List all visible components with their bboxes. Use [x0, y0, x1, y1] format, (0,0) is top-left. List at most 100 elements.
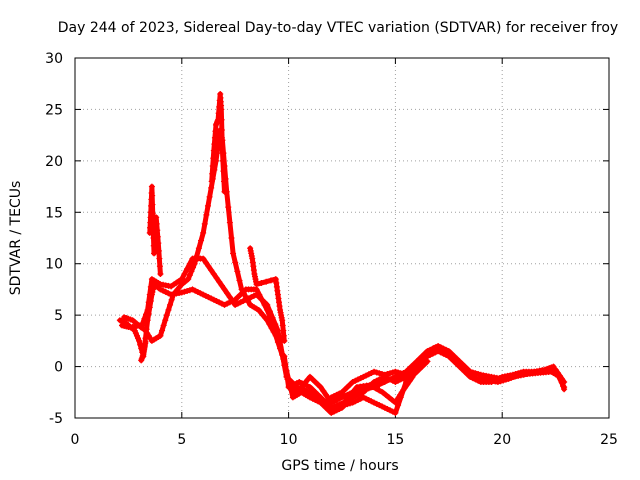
y-tick-label: -5 — [49, 411, 63, 427]
data-point — [144, 317, 151, 324]
data-point — [221, 286, 228, 293]
data-point — [178, 289, 185, 296]
data-point — [226, 299, 233, 306]
data-point — [201, 220, 208, 227]
data-point — [154, 233, 161, 240]
data-point — [347, 400, 354, 407]
data-point — [151, 250, 158, 257]
data-point — [281, 337, 288, 344]
grid — [75, 58, 609, 418]
data-point — [138, 324, 145, 331]
data-point — [156, 263, 163, 270]
data-point — [240, 290, 247, 297]
data-point — [238, 286, 245, 293]
data-point — [236, 277, 243, 284]
data-point — [208, 267, 215, 274]
data-point — [513, 372, 520, 379]
data-point — [205, 263, 212, 270]
data-point — [232, 259, 239, 266]
data-point — [152, 232, 159, 239]
data-point — [280, 327, 287, 334]
data-point — [376, 370, 383, 377]
data-point — [376, 376, 383, 383]
data-point — [155, 240, 162, 247]
data-point — [226, 219, 233, 226]
data-point — [392, 409, 399, 416]
data-point — [190, 264, 197, 271]
data-point — [272, 332, 279, 339]
data-point — [156, 255, 163, 262]
data-point — [263, 278, 270, 285]
data-point — [208, 178, 215, 185]
data-point — [387, 370, 394, 377]
plot-area — [116, 91, 568, 416]
data-point — [303, 388, 310, 394]
data-point — [475, 371, 482, 378]
data-point — [192, 287, 199, 294]
data-point — [432, 349, 439, 356]
data-point — [178, 276, 185, 283]
data-point — [371, 379, 378, 385]
data-point — [208, 295, 215, 302]
data-point — [376, 381, 383, 388]
data-point — [234, 300, 241, 307]
data-point — [160, 322, 167, 329]
data-point — [350, 388, 357, 394]
data-point — [379, 389, 386, 396]
data-point — [427, 346, 434, 353]
y-tick-label: 25 — [45, 102, 63, 118]
data-point — [195, 245, 202, 252]
data-point — [218, 300, 225, 307]
data-point — [360, 373, 367, 380]
data-point — [328, 406, 335, 413]
data-point — [371, 399, 378, 406]
data-point — [220, 178, 227, 185]
data-point — [218, 116, 225, 123]
data-point — [200, 255, 207, 262]
data-point — [293, 380, 300, 387]
data-point — [219, 147, 226, 154]
data-point — [325, 403, 332, 410]
data-point — [136, 337, 143, 344]
data-point — [200, 229, 207, 236]
data-point — [385, 394, 392, 401]
data-point — [381, 379, 388, 385]
data-point — [186, 287, 193, 294]
data-point — [139, 320, 146, 327]
data-point — [212, 128, 219, 135]
data-point — [184, 287, 191, 294]
data-point — [344, 401, 351, 408]
data-point — [397, 394, 404, 401]
data-point — [300, 386, 307, 393]
data-point — [184, 265, 191, 272]
data-point — [341, 401, 348, 408]
series-line-track-c — [121, 256, 567, 411]
data-point — [381, 404, 388, 411]
data-point — [143, 311, 150, 318]
data-point — [266, 313, 273, 320]
data-point — [250, 292, 257, 299]
data-point — [279, 322, 286, 329]
data-point — [397, 376, 404, 383]
data-point — [309, 395, 316, 402]
data-point — [392, 368, 399, 375]
data-point — [494, 379, 501, 385]
data-point — [224, 300, 231, 307]
data-point — [387, 376, 394, 383]
data-point — [379, 371, 386, 378]
data-point — [214, 150, 221, 157]
data-point — [210, 296, 217, 303]
x-tick-label: 15 — [386, 432, 404, 448]
data-point — [369, 383, 376, 390]
data-point — [245, 295, 252, 302]
y-tick-label: 30 — [45, 51, 63, 67]
data-point — [248, 294, 255, 301]
data-point — [333, 391, 340, 398]
data-point — [502, 376, 509, 383]
data-point — [218, 106, 225, 113]
data-point — [330, 393, 337, 400]
data-point — [168, 296, 175, 303]
data-point — [281, 353, 288, 360]
data-point — [556, 373, 563, 380]
